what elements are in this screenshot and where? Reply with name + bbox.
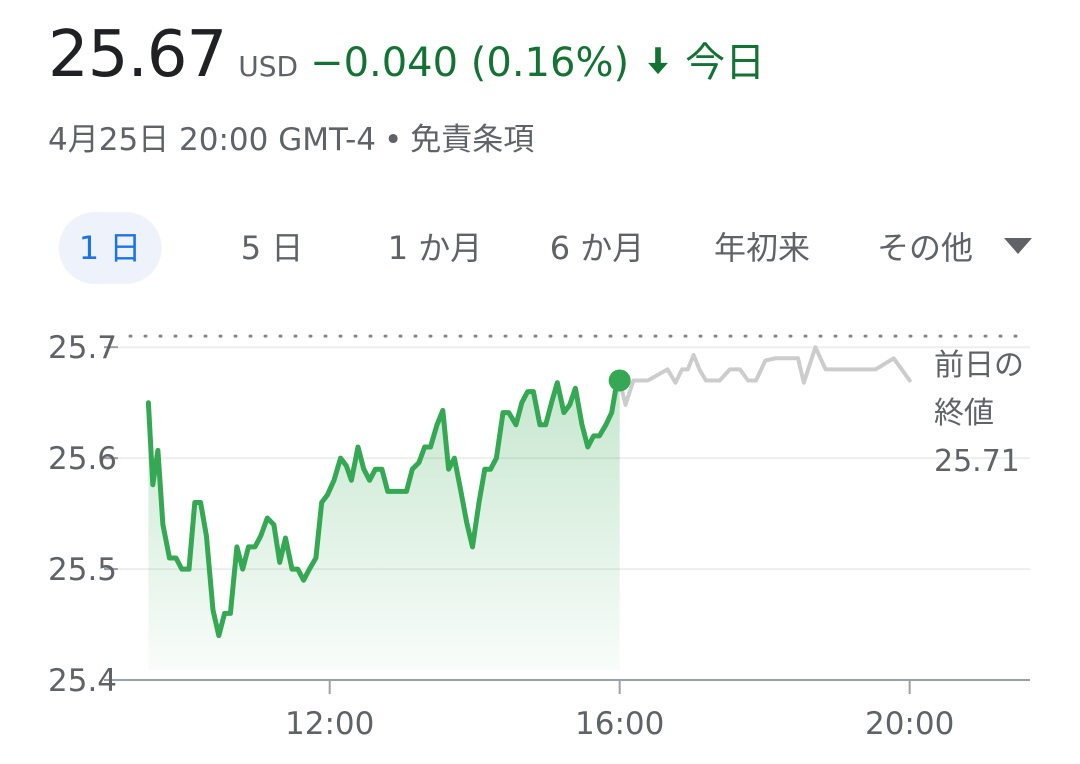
price-line [617,345,912,407]
previous-close-value: 25.71 [934,444,1020,479]
range-tabs: 1 日 5 日 1 か月 6 か月 年初来 その他 [0,212,1080,284]
previous-close-label: 前日の [934,348,1024,383]
separator: • [383,122,403,158]
more-dropdown-icon[interactable] [1004,238,1032,256]
range-tab[interactable]: 6 か月 [549,229,645,267]
y-tick-label: 25.7 [48,330,117,366]
price-line [145,378,623,639]
range-tab[interactable]: その他 [876,229,974,267]
currency: USD [238,50,299,83]
range-tab[interactable]: 1 日 [58,212,162,284]
x-tick-label: 12:00 [285,706,374,742]
y-tick-label: 25.5 [48,552,117,588]
price: 25.67 [48,18,227,92]
quote-subline: 4月25日 20:00 GMT-4 • 免責条項 [48,114,542,159]
y-tick-label: 25.6 [48,441,117,477]
price-change: −0.040 (0.16%) [310,40,630,86]
range-tab[interactable]: 1 か月 [387,229,483,267]
timestamp: 4月25日 20:00 GMT-4 [48,122,376,158]
area [148,380,620,670]
x-tick-label: 16:00 [575,706,664,742]
disclaimer-link[interactable]: 免責条項 [410,122,535,158]
quote-header: 25.67 USD −0.040 (0.16%) 今日 [48,18,765,92]
previous-close-label: 終値 [934,396,994,431]
range-tab[interactable]: 年初来 [713,229,811,267]
x-tick-label: 20:00 [865,706,954,742]
down-arrow-icon [648,47,668,75]
current-point [608,369,631,392]
period: 今日 [685,40,766,86]
range-tab[interactable]: 5 日 [240,229,304,267]
y-tick-label: 25.4 [48,663,117,699]
